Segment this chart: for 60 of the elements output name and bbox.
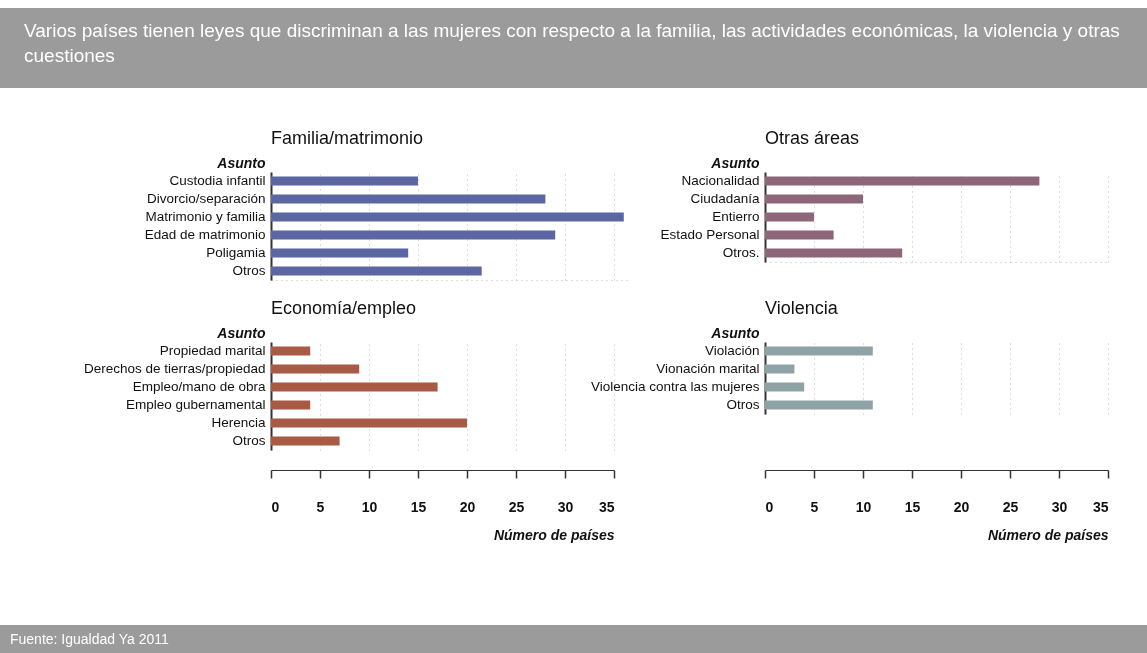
y-axis-title: Asunto [710,154,760,171]
x-tick-label: 20 [459,498,476,515]
bar [270,266,482,276]
y-axis-title: Asunto [216,324,266,341]
y-tick-label: Nacionalidad [681,173,760,188]
x-tick-label: 10 [361,498,378,515]
x-tick-label: 0 [271,498,280,515]
bar [765,194,863,204]
x-tick-label: 25 [1002,498,1019,515]
y-tick-label: Custodia infantil [169,173,266,188]
bar [765,176,1040,186]
x-tick-label: 30 [1051,498,1068,515]
x-tick-label: 35 [1092,498,1109,515]
y-tick-label: Entierro [712,209,760,224]
x-tick-label: 0 [765,498,774,515]
y-tick-label: Violencia contra las mujeres [590,379,760,394]
y-tick-label: Derechos de tierras/propiedad [83,361,266,376]
y-tick-label: Ciudadanía [690,191,760,206]
y-tick-label: Vionación marital [656,361,760,376]
x-tick-label: 5 [316,498,325,515]
y-tick-label: Otros [232,263,266,278]
x-tick-label: 10 [855,498,872,515]
y-tick-label: Propiedad marital [159,343,266,358]
x-axis-title: Número de países [493,526,615,543]
y-tick-label: Herencia [211,415,266,430]
bar [765,248,903,258]
x-tick-label: 20 [953,498,970,515]
x-tick-label: 15 [410,498,427,515]
chart-title: Economía/empleo [271,298,417,318]
bar [270,230,556,240]
y-tick-label: Empleo gubernamental [125,397,266,412]
y-tick-label: Empleo/mano de obra [132,379,266,394]
bar [270,176,418,186]
y-axis-title: Asunto [216,154,266,171]
y-axis-title: Asunto [710,324,760,341]
x-tick-label: 25 [508,498,525,515]
y-tick-label: Divorcio/separación [147,191,266,206]
chart-title: Otras áreas [765,128,860,148]
x-tick-label: 15 [904,498,921,515]
x-tick-label: 5 [810,498,819,515]
y-tick-label: Estado Personal [660,227,760,242]
chart-title: Violencia [765,298,839,318]
chart-title: Familia/matrimonio [270,128,423,148]
x-axis-title: Número de países [987,526,1109,543]
bar [270,212,624,222]
bar [765,230,834,240]
bar [270,194,546,204]
x-tick-label: 30 [557,498,574,515]
y-tick-label: Matrimonio y familia [145,209,266,224]
source-note: Fuente: Igualdad Ya 2011 [0,625,1147,653]
bar [270,248,409,258]
y-tick-label: Edad de matrimonio [144,227,266,242]
text: Varios países tienen leyes que discriminan a las mujeres con respecto a la familia, las actividades económicas, la violencia y otras cuestiones [0,8,1147,88]
y-tick-label: Otros [726,397,760,412]
y-tick-label: Otros [232,433,266,448]
bar [765,212,814,222]
x-tick-label: 35 [598,498,615,515]
y-tick-label: Otros. [722,245,760,260]
y-tick-label: Poligamia [206,245,266,260]
y-tick-label: Violación [704,343,760,358]
